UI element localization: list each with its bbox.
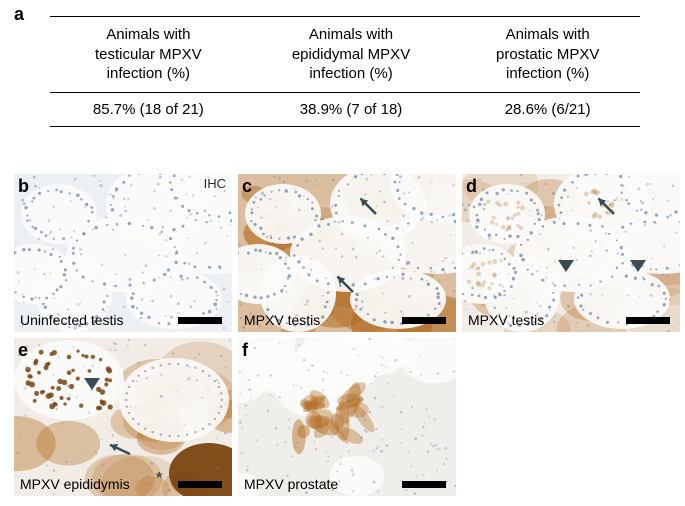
panel-b: b IHC Uninfected testis — [14, 174, 232, 332]
micrograph-svg — [238, 338, 456, 496]
panel-topright: IHC — [204, 176, 226, 191]
micrograph-grid: b IHC Uninfected testis c MPXV testis d … — [14, 174, 680, 496]
panel-caption: MPXV epididymis — [20, 476, 130, 492]
panel-f: f MPXV prostate — [238, 338, 456, 496]
table-cell: 85.7% (18 of 21) — [50, 92, 247, 126]
panel-e: * e MPXV epididymis — [14, 338, 232, 496]
scalebar — [178, 481, 222, 488]
col-header: Animals withprostatic MPXVinfection (%) — [455, 17, 640, 93]
panel-label-f: f — [242, 340, 248, 361]
col-header: Animals withepididymal MPXVinfection (%) — [247, 17, 456, 93]
micrograph-svg — [14, 174, 232, 332]
panel-caption: MPXV prostate — [244, 476, 338, 492]
infection-table: Animals withtesticular MPXVinfection (%)… — [50, 16, 640, 127]
micrograph-svg: * — [14, 338, 232, 496]
col-header-text: Animals withprostatic MPXVinfection (%) — [496, 26, 599, 82]
table-header-row: Animals withtesticular MPXVinfection (%)… — [50, 17, 640, 93]
svg-text:*: * — [156, 470, 163, 487]
scalebar — [178, 317, 222, 324]
panel-caption: MPXV testis — [468, 312, 544, 328]
panel-label-d: d — [466, 176, 477, 197]
table: Animals withtesticular MPXVinfection (%)… — [50, 16, 640, 127]
panel-label-e: e — [18, 340, 28, 361]
panel-label-c: c — [242, 176, 252, 197]
panel-label-b: b — [18, 176, 29, 197]
panel-d: d MPXV testis — [462, 174, 680, 332]
scalebar — [626, 317, 670, 324]
table-cell: 28.6% (6/21) — [455, 92, 640, 126]
panel-caption: MPXV testis — [244, 312, 320, 328]
scalebar — [402, 481, 446, 488]
col-header-text: Animals withtesticular MPXVinfection (%) — [95, 26, 202, 82]
panel-caption: Uninfected testis — [20, 312, 124, 328]
col-header: Animals withtesticular MPXVinfection (%) — [50, 17, 247, 93]
micrograph-svg — [238, 174, 456, 332]
scalebar — [402, 317, 446, 324]
table-cell: 38.9% (7 of 18) — [247, 92, 456, 126]
panel-label-a: a — [14, 4, 24, 25]
panel-c: c MPXV testis — [238, 174, 456, 332]
micrograph-svg — [462, 174, 680, 332]
table-row: 85.7% (18 of 21) 38.9% (7 of 18) 28.6% (… — [50, 92, 640, 126]
col-header-text: Animals withepididymal MPXVinfection (%) — [292, 26, 410, 82]
